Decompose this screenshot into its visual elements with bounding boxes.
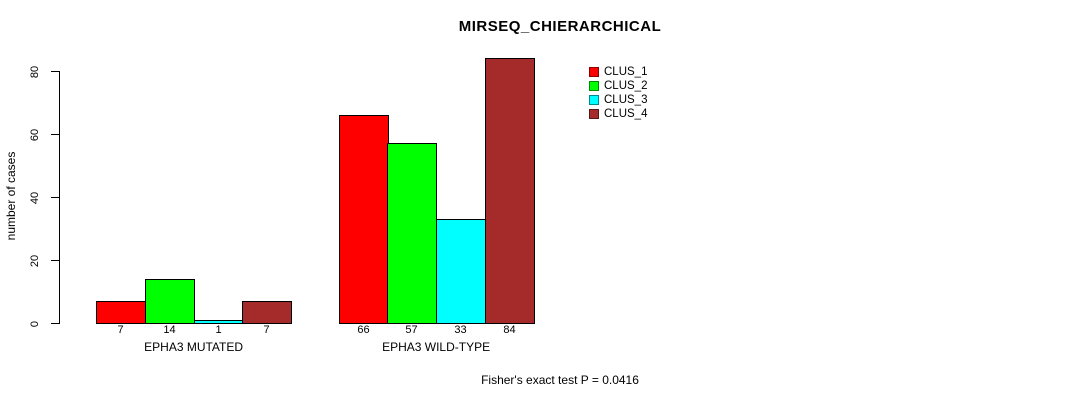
bar	[96, 301, 146, 324]
legend-swatch	[588, 66, 599, 77]
legend-label: CLUS_3	[604, 93, 648, 106]
y-tick	[51, 260, 59, 261]
y-tick-label: 20	[29, 254, 41, 267]
category-label: EPHA3 MUTATED	[144, 340, 244, 354]
y-tick-label: 0	[29, 320, 41, 327]
bar	[436, 219, 486, 324]
bar	[387, 143, 437, 324]
bar-value-label: 57	[405, 324, 418, 336]
fisher-test-annotation: Fisher's exact test P = 0.0416	[481, 373, 639, 387]
y-tick	[51, 323, 59, 324]
bar	[242, 301, 292, 324]
bar	[145, 279, 195, 324]
y-tick	[51, 71, 59, 72]
y-tick	[51, 197, 59, 198]
y-tick	[51, 134, 59, 135]
category-label: EPHA3 WILD-TYPE	[382, 340, 491, 354]
y-tick-label: 40	[29, 191, 41, 204]
bar-value-label: 7	[117, 324, 124, 336]
bar-value-label: 66	[357, 324, 370, 336]
y-tick-label: 60	[29, 128, 41, 141]
bar-value-label: 14	[163, 324, 176, 336]
legend-label: CLUS_2	[604, 79, 648, 92]
bar	[339, 115, 389, 324]
bar-value-label: 1	[215, 324, 222, 336]
chart-title: MIRSEQ_CHIERARCHICAL	[458, 18, 662, 35]
bar	[485, 58, 535, 324]
y-axis-line	[59, 71, 60, 324]
legend-swatch	[588, 94, 599, 105]
y-tick-label: 80	[29, 65, 41, 78]
bar-value-label: 84	[503, 324, 516, 336]
legend-swatch	[588, 108, 599, 119]
legend-label: CLUS_4	[604, 107, 648, 120]
legend-label: CLUS_1	[604, 65, 648, 78]
bar-value-label: 7	[263, 324, 270, 336]
bar-value-label: 33	[454, 324, 467, 336]
y-axis-title: number of cases	[4, 151, 18, 241]
legend-swatch	[588, 80, 599, 91]
